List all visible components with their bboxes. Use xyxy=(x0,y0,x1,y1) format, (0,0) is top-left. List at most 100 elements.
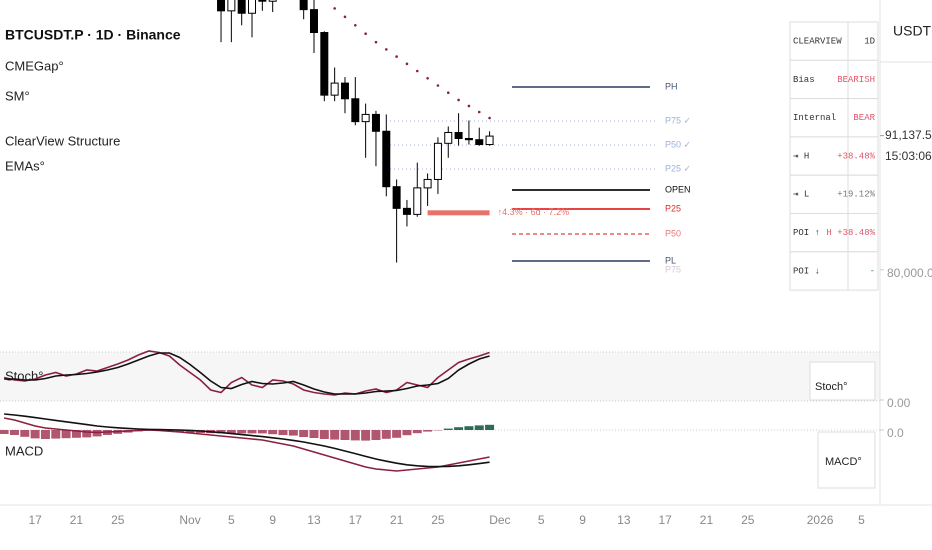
histogram-bar xyxy=(40,430,50,439)
x-tick-label: 17 xyxy=(28,513,42,527)
last-price: 91,137.5 xyxy=(885,128,932,142)
table-value: +19.12% xyxy=(837,190,875,200)
sar-dot xyxy=(477,110,481,114)
histogram-bar xyxy=(412,430,422,434)
x-tick-label: 13 xyxy=(617,513,631,527)
candle-body xyxy=(392,186,401,209)
histogram-bar xyxy=(0,430,9,434)
zone-label: ↑4.3% · 6d · 7.2% xyxy=(498,207,570,217)
macd-badge-box xyxy=(817,431,876,489)
histogram-bar xyxy=(392,430,402,438)
histogram-bar xyxy=(185,430,195,433)
table-row xyxy=(789,59,879,100)
x-tick-label: Nov xyxy=(179,513,200,527)
y-tick-label: 80,000.0 xyxy=(887,266,932,280)
table-key: ⇥ H xyxy=(793,151,809,161)
candle-body xyxy=(217,0,226,12)
candle-body xyxy=(309,9,318,34)
table-row xyxy=(789,174,879,214)
sar-dot xyxy=(384,48,388,51)
stoch-badge-box xyxy=(809,361,876,401)
x-tick-label: 9 xyxy=(269,513,276,527)
x-tick-label: 5 xyxy=(538,513,545,527)
level-label: PH xyxy=(665,81,678,91)
histogram-bar xyxy=(371,430,381,440)
overlay-label: ClearView Structure xyxy=(5,133,120,148)
candle-body xyxy=(433,142,442,180)
histogram-bar xyxy=(20,430,30,437)
y-tick-label: 0.0 xyxy=(887,426,904,440)
histogram-bar xyxy=(350,430,360,441)
candle-body xyxy=(299,0,308,11)
histogram-bar xyxy=(309,430,319,438)
candle-body xyxy=(227,0,236,12)
candle-body xyxy=(248,0,257,14)
candle-body xyxy=(361,113,370,123)
sar-dot xyxy=(333,7,336,10)
histogram-bar xyxy=(299,430,309,437)
table-value: BEAR xyxy=(853,113,875,123)
histogram-bar xyxy=(175,430,185,432)
histogram-bar xyxy=(278,430,288,435)
histogram-bar xyxy=(402,430,412,436)
x-tick-label: 17 xyxy=(658,513,672,527)
level-label: P75 xyxy=(665,264,681,274)
x-tick-label: 9 xyxy=(579,513,586,527)
x-tick-label: 25 xyxy=(741,513,755,527)
histogram-bar xyxy=(61,430,71,439)
x-tick-label: 17 xyxy=(349,513,363,527)
table-key: Bias xyxy=(793,75,815,85)
level-label: P50 xyxy=(665,228,681,238)
table-row xyxy=(789,251,879,291)
sar-dot xyxy=(457,98,460,102)
sar-dot xyxy=(364,32,367,36)
histogram-bar xyxy=(443,428,453,430)
histogram-bar xyxy=(381,430,391,439)
candle-body xyxy=(237,0,246,14)
candle-body xyxy=(413,187,422,215)
candle-body xyxy=(444,131,453,144)
macd-badge: MACD° xyxy=(825,456,862,468)
histogram-bar xyxy=(226,430,236,434)
histogram-bar xyxy=(9,430,19,435)
histogram-bar xyxy=(454,427,464,430)
candle-body xyxy=(423,178,432,189)
level-label: P50 ✓ xyxy=(665,139,691,149)
candle-body xyxy=(485,135,494,146)
histogram-bar xyxy=(30,430,40,439)
symbol-title: BTCUSDT.P · 1D · Binance xyxy=(5,27,181,43)
histogram-bar xyxy=(247,430,257,434)
level-label: OPEN xyxy=(665,184,691,194)
sar-dot xyxy=(467,104,471,108)
x-tick-label: 5 xyxy=(858,513,865,527)
histogram-bar xyxy=(423,430,433,432)
histogram-bar xyxy=(71,430,81,438)
histogram-bar xyxy=(361,430,371,441)
candle-body xyxy=(464,138,473,141)
candle-body xyxy=(402,207,411,215)
histogram-bar xyxy=(485,424,495,430)
sar-dot xyxy=(436,84,440,87)
histogram-bar xyxy=(288,430,298,436)
candle-body xyxy=(340,82,349,100)
overlay-label: EMAs° xyxy=(5,158,45,173)
sar-dot xyxy=(354,23,357,27)
histogram-bar xyxy=(474,425,484,430)
sar-dot xyxy=(374,40,378,44)
zone-bar xyxy=(427,210,490,216)
level-label: P75 ✓ xyxy=(665,115,691,125)
candle-body xyxy=(330,82,339,96)
sar-dot xyxy=(415,69,419,73)
candle-body xyxy=(475,139,484,146)
table-value: - xyxy=(870,266,875,276)
x-tick-label: 25 xyxy=(431,513,445,527)
sar-dot xyxy=(426,76,429,80)
histogram-bar xyxy=(340,430,350,440)
table-value: BEARISH xyxy=(837,75,875,85)
sar-dot xyxy=(405,62,409,66)
candle-body xyxy=(258,0,267,2)
candle-body xyxy=(268,0,277,2)
indicator-line xyxy=(4,413,490,468)
currency: USDT xyxy=(893,23,932,39)
